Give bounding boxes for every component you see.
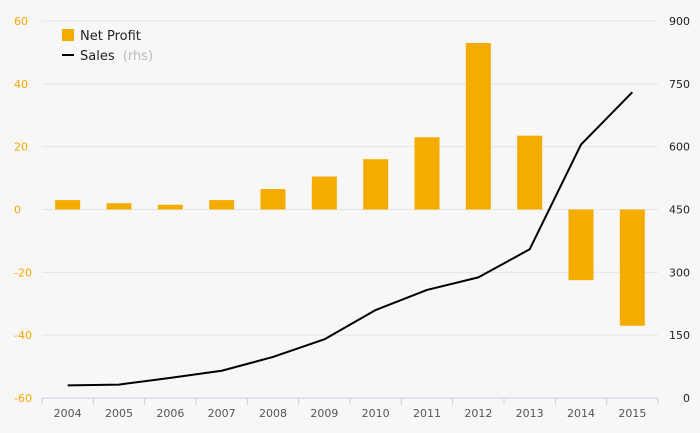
right-tick-label: 150 (669, 329, 690, 342)
left-tick-label: -20 (14, 266, 32, 279)
legend-label-net-profit: Net Profit (80, 29, 141, 44)
bar-net-profit-2010 (363, 159, 389, 210)
x-tick-label: 2011 (413, 407, 441, 420)
legend-label-sales-note: (rhs) (123, 49, 153, 64)
right-axis-ticks: 900 750 600 450 300 150 0 (669, 15, 690, 405)
net-profit-bars (55, 42, 645, 326)
x-axis: 2004 2005 2006 2007 2008 2009 2010 2011 2012 2013… (41, 397, 659, 420)
x-tick-label: 2012 (464, 407, 492, 420)
bar-net-profit-2004 (55, 200, 81, 210)
x-tick-label: 2005 (105, 407, 133, 420)
bar-net-profit-2006 (157, 204, 183, 210)
right-tick-label: 0 (683, 392, 690, 405)
right-tick-label: 300 (669, 266, 690, 279)
x-tick-label: 2009 (310, 407, 338, 420)
x-tick-label: 2015 (618, 407, 646, 420)
bar-net-profit-2014 (568, 209, 594, 281)
left-tick-label: 0 (14, 204, 21, 217)
left-tick-label: 60 (14, 15, 28, 28)
bar-net-profit-2008 (260, 189, 286, 210)
right-tick-label: 600 (669, 141, 690, 154)
left-tick-label: 40 (14, 78, 28, 91)
legend-label-sales: Sales (rhs) (80, 49, 153, 64)
sales-line-group (67, 91, 634, 387)
bar-net-profit-2005 (106, 203, 132, 210)
sales-line (67, 91, 634, 387)
bar-net-profit-2007 (209, 200, 235, 210)
x-tick-label: 2010 (362, 407, 390, 420)
left-tick-label: 20 (14, 141, 28, 154)
right-tick-label: 450 (669, 204, 690, 217)
x-tick-label: 2004 (54, 407, 82, 420)
x-tick-label: 2014 (567, 407, 595, 420)
right-tick-label: 750 (669, 78, 690, 91)
left-tick-label: -60 (14, 392, 32, 405)
bar-net-profit-2013 (517, 135, 543, 210)
x-tick-label: 2013 (516, 407, 544, 420)
x-tick-label: 2007 (208, 407, 236, 420)
bar-net-profit-2015 (619, 209, 645, 326)
gridlines (42, 20, 658, 336)
bar-net-profit-2011 (414, 137, 440, 210)
legend-label-sales-name: Sales (80, 49, 115, 64)
left-tick-label: -40 (14, 329, 32, 342)
x-tick-label: 2008 (259, 407, 287, 420)
legend-swatch-net-profit (62, 29, 74, 41)
x-tick-label: 2006 (156, 407, 184, 420)
legend: Net Profit Sales (rhs) (62, 29, 153, 64)
bar-net-profit-2009 (311, 176, 337, 210)
bar-net-profit-2012 (465, 42, 491, 210)
right-tick-label: 900 (669, 15, 690, 28)
left-axis-ticks: 60 40 20 0 -20 -40 -60 (14, 15, 32, 405)
